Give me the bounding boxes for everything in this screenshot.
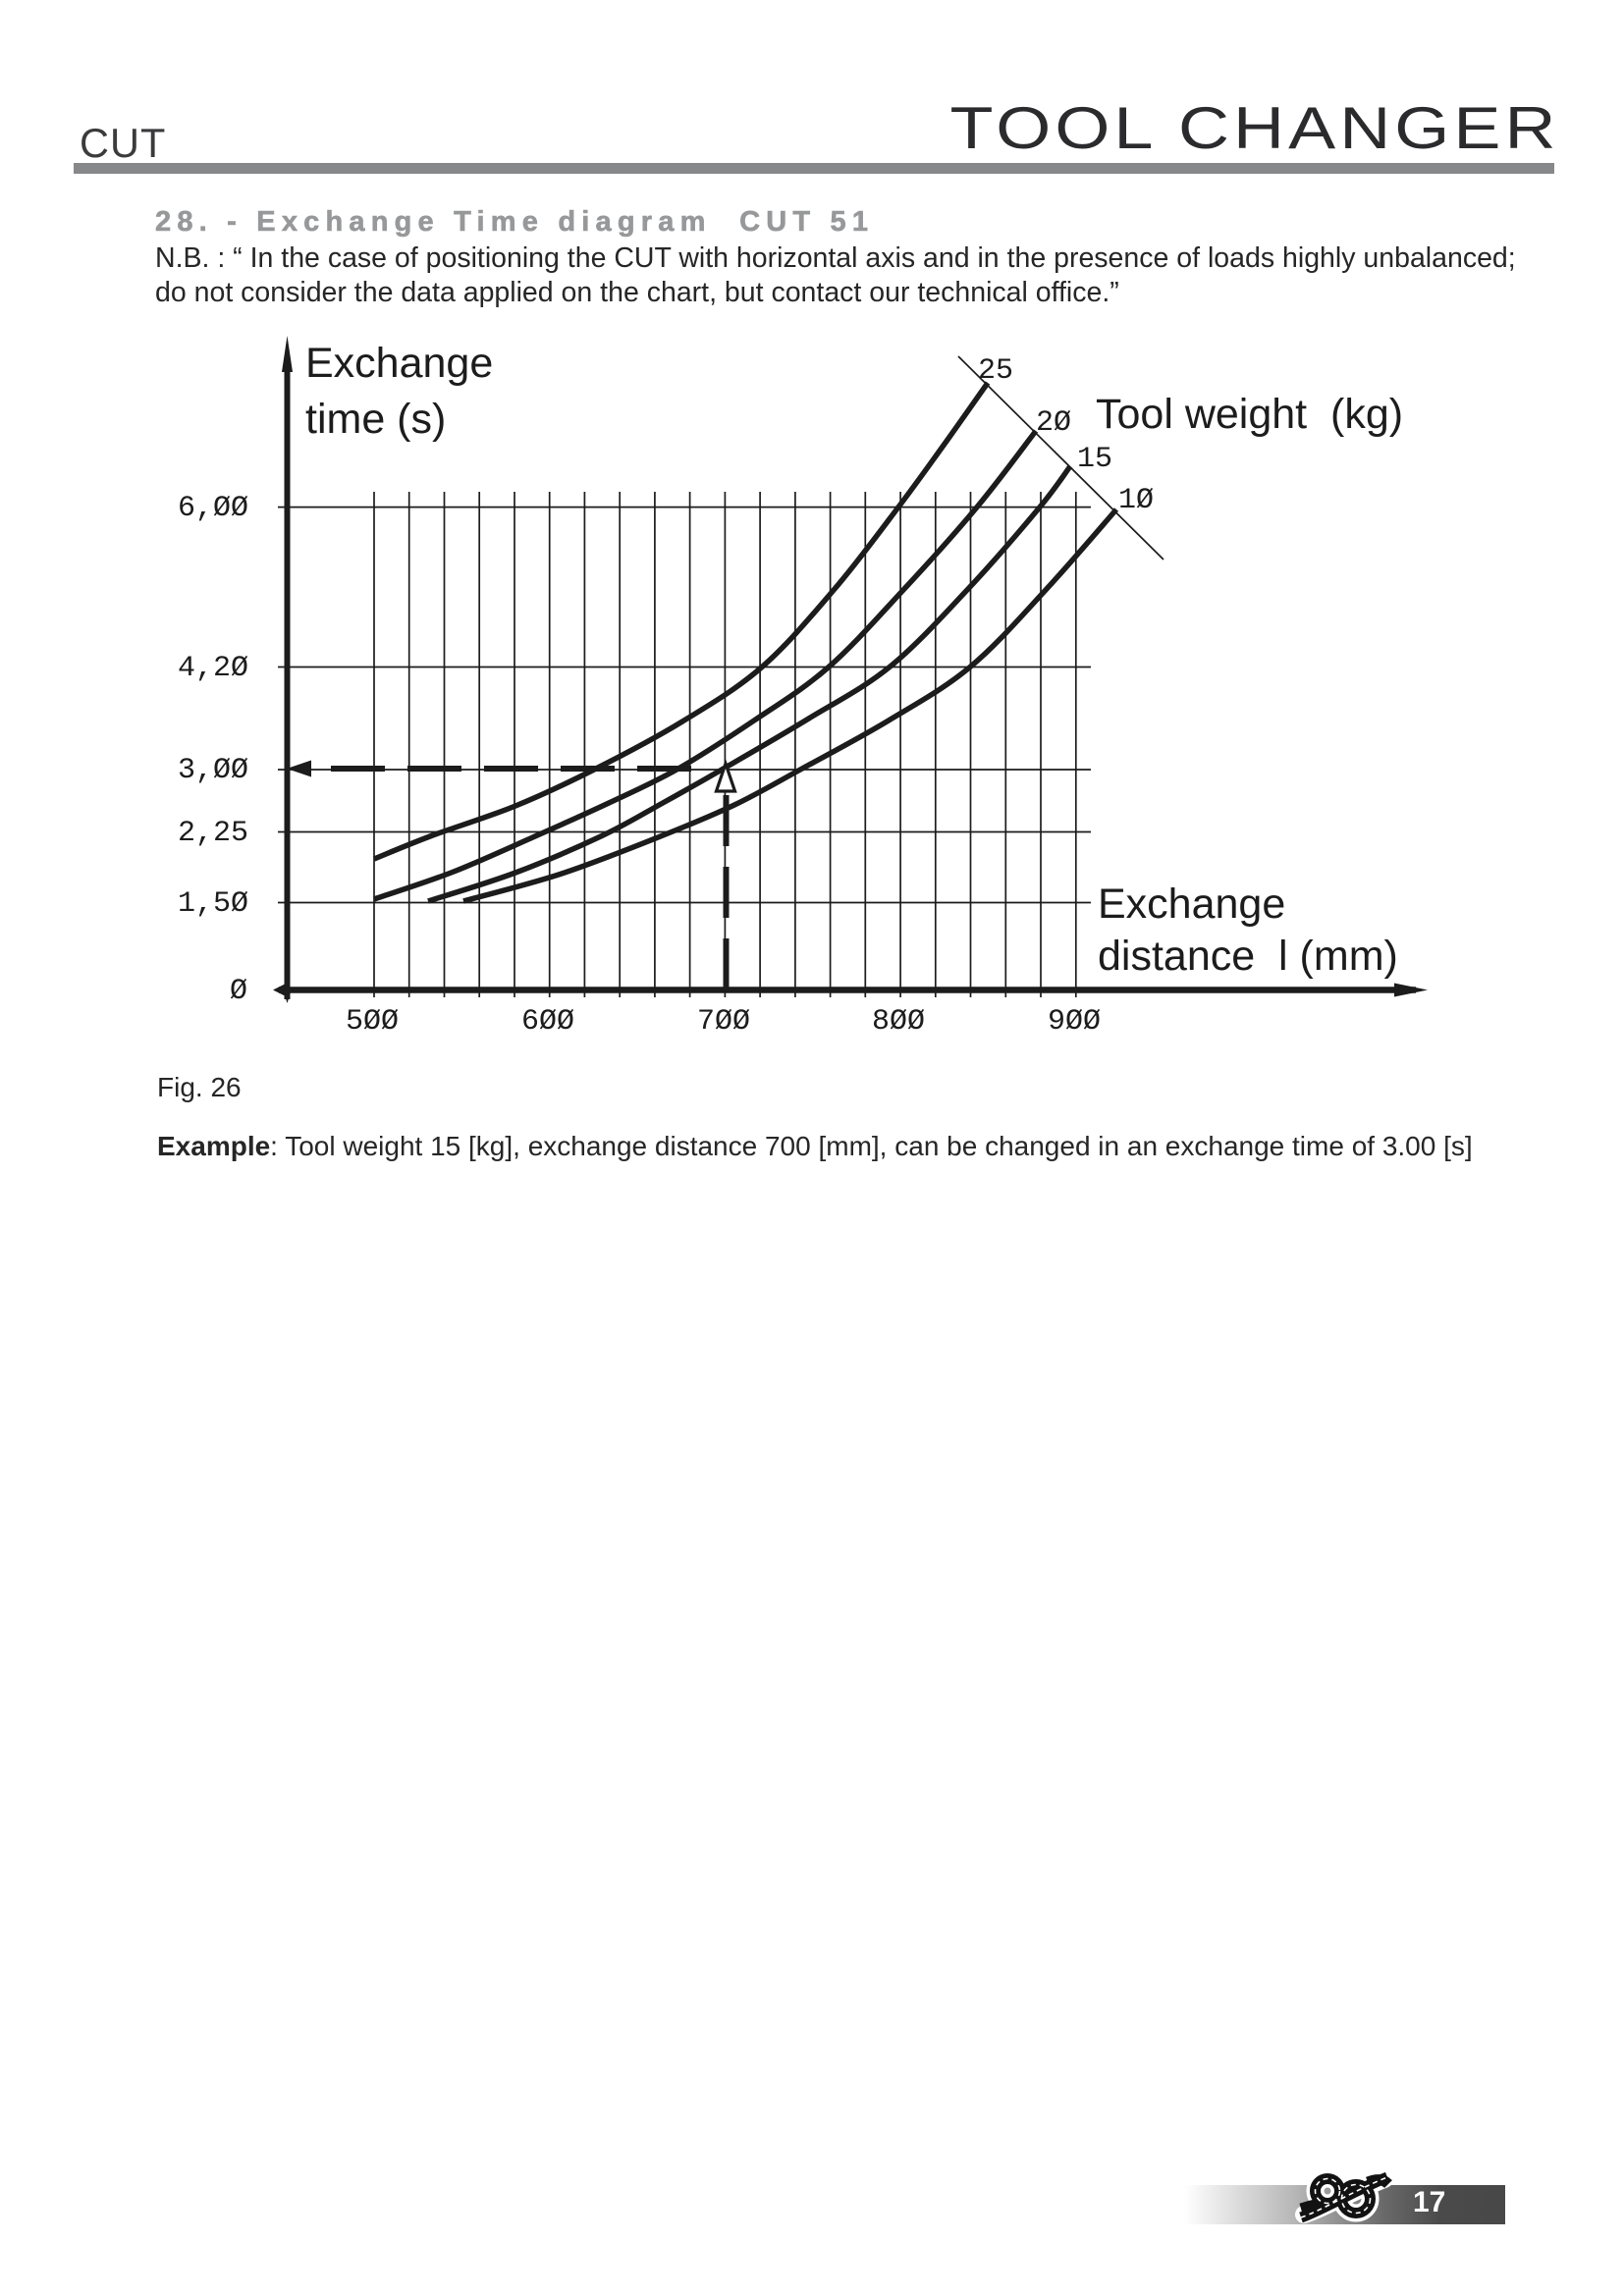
svg-text:Ø: Ø bbox=[230, 975, 247, 1008]
svg-text:15: 15 bbox=[1077, 443, 1112, 476]
svg-text:distance l (mm): distance l (mm) bbox=[1098, 933, 1398, 980]
svg-text:25: 25 bbox=[978, 354, 1013, 388]
svg-text:Tool weight (kg): Tool weight (kg) bbox=[1096, 391, 1403, 438]
svg-text:2,25: 2,25 bbox=[178, 817, 248, 850]
svg-text:3,ØØ: 3,ØØ bbox=[178, 754, 248, 787]
svg-text:6,ØØ: 6,ØØ bbox=[178, 492, 248, 525]
svg-text:Exchange: Exchange bbox=[1098, 881, 1285, 928]
svg-text:8ØØ: 8ØØ bbox=[872, 1005, 925, 1039]
svg-text:time (s): time (s) bbox=[305, 396, 446, 443]
svg-text:7ØØ: 7ØØ bbox=[697, 1005, 750, 1039]
svg-text:9ØØ: 9ØØ bbox=[1048, 1005, 1101, 1039]
svg-text:1,5Ø: 1,5Ø bbox=[178, 887, 248, 921]
svg-text:6ØØ: 6ØØ bbox=[521, 1005, 574, 1039]
svg-text:2Ø: 2Ø bbox=[1036, 406, 1071, 440]
svg-text:4,2Ø: 4,2Ø bbox=[178, 652, 248, 685]
svg-text:1Ø: 1Ø bbox=[1118, 484, 1154, 517]
svg-text:Exchange: Exchange bbox=[305, 340, 493, 387]
svg-text:5ØØ: 5ØØ bbox=[346, 1005, 399, 1039]
